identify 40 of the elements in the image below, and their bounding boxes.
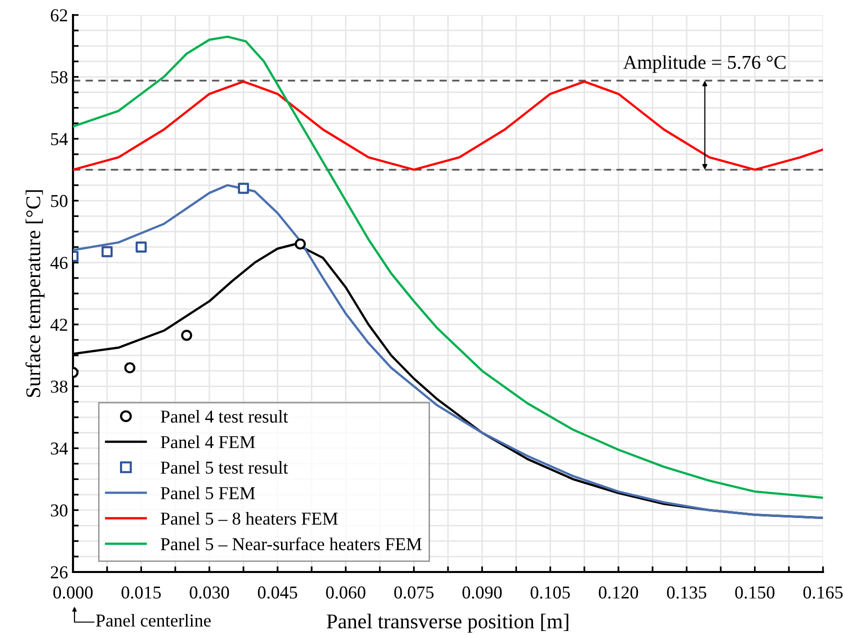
legend-label: Panel 5 test result <box>160 461 288 474</box>
point <box>124 362 136 374</box>
y-tick-label: 26 <box>50 566 68 578</box>
y-tick-label: 42 <box>50 318 68 331</box>
x-axis-title: Panel transverse position [m] <box>326 614 568 633</box>
y-tick-label: 34 <box>50 442 68 455</box>
x-tick-label: 0.135 <box>667 586 706 599</box>
line-series <box>73 36 823 499</box>
legend-label: Panel 5 – Near-surface heaters FEM <box>160 537 422 550</box>
y-tick-label: 54 <box>51 133 68 146</box>
legend-label: Panel 5 – 8 heaters FEM <box>160 512 338 525</box>
x-tick-label: 0.030 <box>190 586 229 599</box>
y-tick-label: 50 <box>51 194 68 208</box>
x-tick-label: 0.105 <box>530 586 570 599</box>
x-tick-label: 0.060 <box>326 586 366 599</box>
x-tick-label: 0.045 <box>258 586 298 599</box>
x-tick-label: 0.015 <box>122 586 161 599</box>
line-series <box>73 80 823 171</box>
point <box>238 182 249 194</box>
x-tick-label: 0.090 <box>462 586 502 599</box>
y-tick-label: 46 <box>50 256 68 269</box>
legend-label: Panel 5 FEM <box>160 486 255 500</box>
y-tick-label: 58 <box>51 71 68 84</box>
y-tick-label: 38 <box>50 380 68 393</box>
y-axis-title: Surface temperature [°C] <box>25 190 45 397</box>
annotation: Amplitude = 5.76 °C <box>623 55 786 73</box>
point <box>294 238 306 250</box>
legend-label: Panel 4 test result <box>160 410 288 423</box>
y-tick-label: 30 <box>50 504 68 517</box>
x-tick-label: 0.165 <box>803 586 843 599</box>
text: Panel centerline <box>96 614 211 627</box>
point <box>136 242 147 253</box>
legend-label: Panel 4 FEM <box>160 436 255 448</box>
x-tick-label: 0.000 <box>53 586 93 599</box>
point <box>181 330 192 341</box>
y-tick-label: 62 <box>50 9 68 22</box>
point <box>102 246 113 258</box>
x-tick-label: 0.120 <box>598 586 638 599</box>
x-tick-label: 0.150 <box>735 586 774 599</box>
x-tick-label: 0.075 <box>394 586 434 599</box>
